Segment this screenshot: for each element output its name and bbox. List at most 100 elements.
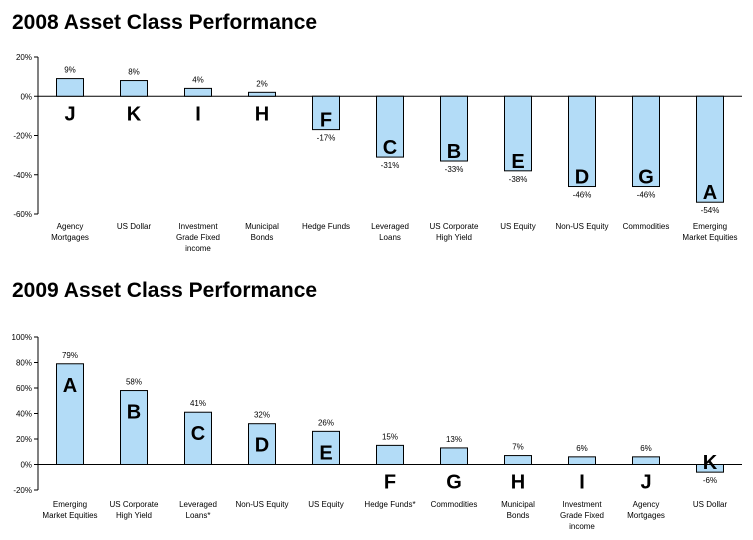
y-tick-label: 20%	[16, 435, 32, 444]
bar	[120, 80, 148, 97]
bar-letter-label: E	[511, 151, 524, 173]
bar	[376, 95, 404, 158]
y-tick-label: 0%	[20, 461, 32, 470]
data-label: 9%	[64, 66, 76, 75]
y-tick-label: 20%	[16, 53, 32, 62]
y-tick-label: -40%	[13, 171, 32, 180]
bar-letter-label: F	[320, 110, 332, 132]
data-label: 2%	[256, 79, 268, 88]
bar-letter-label: K	[127, 103, 142, 125]
category-label: Leveraged	[179, 500, 217, 509]
data-label: 4%	[192, 75, 204, 84]
data-label: -54%	[701, 206, 720, 215]
category-label: Investment	[178, 222, 218, 231]
category-label: Hedge Funds	[302, 222, 350, 231]
bar-letter-label: K	[703, 452, 718, 474]
bar-letter-label: H	[255, 103, 269, 125]
bar	[184, 411, 212, 466]
y-tick-label: 80%	[16, 359, 32, 368]
bar	[696, 95, 724, 203]
category-label: US Corporate	[110, 500, 159, 509]
category-label: Investment	[562, 500, 602, 509]
data-label: -33%	[445, 165, 464, 174]
bar-letter-label: J	[64, 103, 75, 125]
y-tick-label: -60%	[13, 210, 32, 219]
chart-2008: 20% 0% -20% -40% -60% 9% J Agency Mortgages 8% K US…	[13, 53, 742, 253]
data-label: 6%	[640, 444, 652, 453]
data-label: 13%	[446, 435, 462, 444]
y-tick-label: 40%	[16, 410, 32, 419]
bar-letter-label: A	[63, 375, 77, 397]
bar	[504, 455, 532, 466]
bar-letter-label: A	[703, 182, 717, 204]
data-label: -17%	[317, 134, 336, 143]
bar	[56, 363, 84, 465]
bar-letter-label: F	[384, 472, 396, 494]
bar	[184, 87, 212, 97]
bar	[312, 95, 340, 131]
category-label: Bonds	[507, 511, 530, 520]
bar-letter-label: I	[195, 103, 201, 125]
y-tick-label: 60%	[16, 384, 32, 393]
bar-letter-label: B	[447, 141, 461, 163]
y-tick-label: 0%	[20, 92, 32, 101]
bar-letter-label: C	[383, 137, 397, 159]
category-label: income	[569, 522, 595, 531]
data-label: -46%	[637, 191, 656, 200]
category-label: Non-US Equity	[236, 500, 289, 509]
bar	[56, 78, 84, 97]
data-label: 41%	[190, 399, 206, 408]
category-label: Hedge Funds*	[364, 500, 415, 509]
bar	[120, 390, 148, 465]
category-label: US Dollar	[693, 500, 728, 509]
category-label: income	[185, 244, 211, 253]
bar	[440, 447, 468, 465]
category-label: Leveraged	[371, 222, 409, 231]
bar	[440, 95, 468, 162]
category-label: US Corporate	[430, 222, 479, 231]
category-label: Grade Fixed	[560, 511, 604, 520]
bar-letter-label: J	[640, 472, 651, 494]
data-label: 58%	[126, 378, 142, 387]
data-label: -46%	[573, 191, 592, 200]
category-label: Agency	[633, 500, 660, 509]
data-label: 26%	[318, 418, 334, 427]
category-label: High Yield	[116, 511, 152, 520]
chart-title-2009: 2009 Asset Class Performance	[12, 279, 318, 302]
bar	[568, 456, 596, 466]
category-label: Loans*	[186, 511, 211, 520]
category-label: Mortgages	[627, 511, 665, 520]
bar-letter-label: I	[579, 472, 585, 494]
bar	[248, 91, 276, 97]
category-label: High Yield	[436, 233, 472, 242]
data-label: 8%	[128, 68, 140, 77]
category-label: Grade Fixed	[176, 233, 220, 242]
bar-letter-label: D	[255, 435, 269, 457]
bar	[504, 95, 532, 172]
bar	[568, 95, 596, 188]
data-label: 6%	[576, 444, 588, 453]
bar	[312, 430, 340, 466]
data-label: 79%	[62, 351, 78, 360]
bar-letter-label: B	[127, 402, 141, 424]
y-tick-label: -20%	[13, 132, 32, 141]
data-label: -6%	[703, 476, 717, 485]
category-label: Loans	[379, 233, 401, 242]
category-label: US Equity	[500, 222, 536, 231]
bar	[632, 95, 660, 188]
category-label: Mortgages	[51, 233, 89, 242]
bar	[376, 444, 404, 465]
data-label: -31%	[381, 161, 400, 170]
category-label: Commodities	[431, 500, 478, 509]
bar-letter-label: E	[319, 442, 332, 464]
bar	[632, 456, 660, 466]
bar-letter-label: G	[638, 167, 654, 189]
chart-title-2008: 2008 Asset Class Performance	[12, 11, 318, 34]
bar-letter-label: D	[575, 167, 589, 189]
bar	[248, 423, 276, 466]
bar-letter-label: G	[446, 472, 462, 494]
y-tick-label: 100%	[12, 333, 32, 342]
category-label: Market Equities	[42, 511, 97, 520]
data-label: 15%	[382, 432, 398, 441]
